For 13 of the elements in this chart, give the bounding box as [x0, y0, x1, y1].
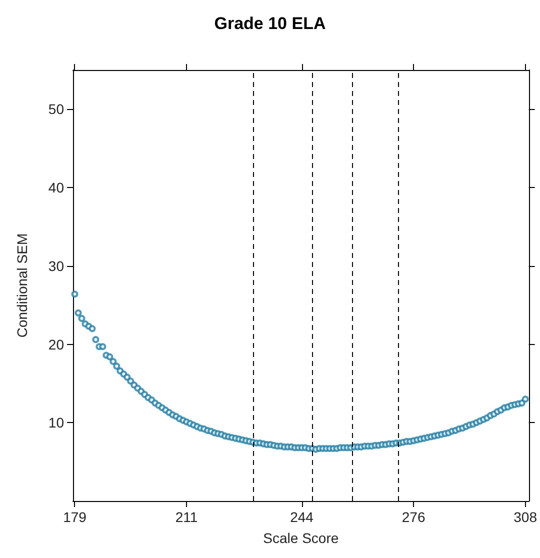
y-tick-label: 30 [48, 258, 64, 274]
x-tick-label: 211 [175, 509, 198, 525]
y-tick-label: 50 [48, 101, 64, 118]
y-axis-title: Conditional SEM [14, 233, 30, 338]
y-tick-label: 40 [48, 180, 64, 196]
x-axis-title: Scale Score [263, 530, 339, 546]
x-tick-label: 276 [402, 509, 426, 525]
y-tick-label: 10 [48, 414, 64, 431]
y-tick-label: 20 [48, 336, 64, 352]
x-tick-label: 244 [290, 509, 314, 525]
x-tick-label: 179 [63, 509, 87, 525]
x-tick-label: 308 [514, 509, 538, 525]
chart-title: Grade 10 ELA [214, 14, 326, 33]
